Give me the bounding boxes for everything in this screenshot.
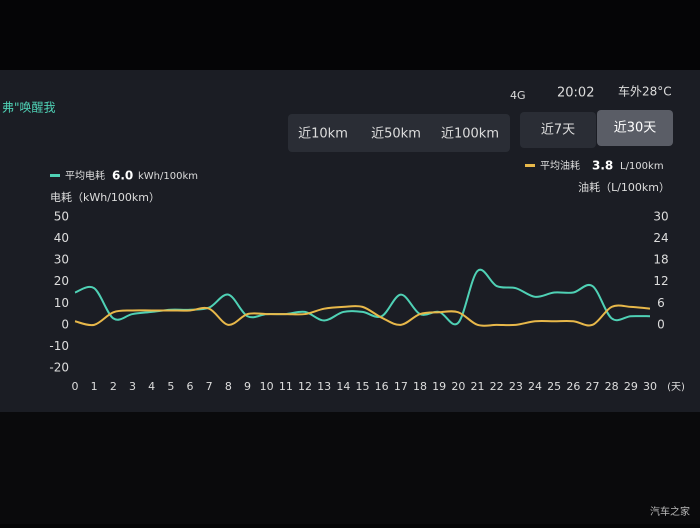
y-tick-label: -20	[49, 361, 69, 375]
legend: 平均电耗 6.0 kWh/100km 平均油耗 3.8 L/100km	[50, 159, 664, 183]
y-tick-label: 10	[54, 296, 69, 310]
y2-tick-label: 30	[653, 210, 668, 224]
x-tick-label: 8	[225, 380, 232, 393]
network: 4G	[510, 89, 526, 102]
x-tick-label: 4	[148, 380, 155, 393]
x-tick-label: 17	[394, 380, 408, 393]
legend-avg: 3.8	[592, 159, 613, 173]
tab-selected[interactable]: 近30天	[614, 121, 657, 136]
tab-bg[interactable]	[520, 112, 596, 148]
x-tick-label: 13	[317, 380, 331, 393]
x-tick-label: 15	[356, 380, 370, 393]
legend-unit: kWh/100km	[138, 171, 198, 182]
x-tick-label: 30	[643, 380, 657, 393]
tab[interactable]: 近7天	[541, 123, 575, 138]
x-unit: (天)	[667, 382, 685, 393]
bezel	[0, 412, 700, 524]
legend-label: 平均电耗	[65, 169, 105, 182]
x-tick-label: 26	[566, 380, 580, 393]
tab[interactable]: 近100km	[441, 127, 499, 142]
x-tick-label: 16	[375, 380, 389, 393]
x-tick-label: 27	[586, 380, 600, 393]
x-tick-label: 7	[206, 380, 213, 393]
x-tick-label: 11	[279, 380, 293, 393]
y2-tick-label: 0	[657, 317, 665, 331]
y2-tick-label: 6	[657, 296, 665, 310]
line	[74, 304, 651, 327]
x-tick-label: 6	[187, 380, 194, 393]
tab[interactable]: 近10km	[298, 127, 348, 142]
clock: 20:02	[557, 86, 594, 101]
x-tick-label: 25	[547, 380, 561, 393]
y-tick-label: -10	[49, 339, 69, 353]
x-tick-label: 29	[624, 380, 638, 393]
x-tick-label: 1	[91, 380, 98, 393]
y2-tick-label: 24	[653, 231, 668, 245]
legend-label: 平均油耗	[540, 159, 580, 172]
y-tick-label: 40	[54, 231, 69, 245]
y-tick-label: 0	[61, 317, 69, 331]
x-tick-label: 22	[490, 380, 504, 393]
x-tick-label: 28	[605, 380, 619, 393]
y-tick-label: 50	[54, 210, 69, 224]
y-axis-label: 电耗（kWh/100km）	[50, 191, 160, 204]
y2-tick-label: 18	[653, 253, 668, 267]
x-tick-label: 20	[451, 380, 465, 393]
x-tick-label: 18	[413, 380, 427, 393]
legend-unit: L/100km	[620, 161, 664, 172]
x-tick-label: 9	[244, 380, 251, 393]
wake-text: 弗"唤醒我	[2, 101, 56, 115]
y-tick-label: 30	[54, 253, 69, 267]
distance-tabs[interactable]	[288, 114, 510, 152]
x-tick-label: 23	[509, 380, 523, 393]
x-tick-label: 10	[260, 380, 274, 393]
x-tick-label: 5	[167, 380, 174, 393]
x-tick-label: 21	[471, 380, 485, 393]
legend-swatch	[525, 164, 535, 167]
tab[interactable]: 近50km	[371, 127, 421, 142]
tab-selected-bg[interactable]	[597, 110, 673, 146]
legend-swatch	[50, 174, 60, 177]
x-tick-label: 12	[298, 380, 312, 393]
x-tick-label: 14	[336, 380, 350, 393]
y2-axis-label: 油耗（L/100km）	[578, 180, 670, 194]
temperature: 车外28°C	[618, 84, 672, 99]
y2-tick-label: 12	[653, 274, 668, 288]
legend-avg: 6.0	[112, 169, 133, 183]
x-tick-label: 3	[129, 380, 136, 393]
y-tick-label: 20	[54, 274, 69, 288]
x-tick-label: 0	[72, 380, 79, 393]
x-tick-label: 24	[528, 380, 542, 393]
watermark: 汽车之家	[650, 505, 690, 518]
x-tick-label: 2	[110, 380, 117, 393]
x-tick-label: 19	[432, 380, 446, 393]
